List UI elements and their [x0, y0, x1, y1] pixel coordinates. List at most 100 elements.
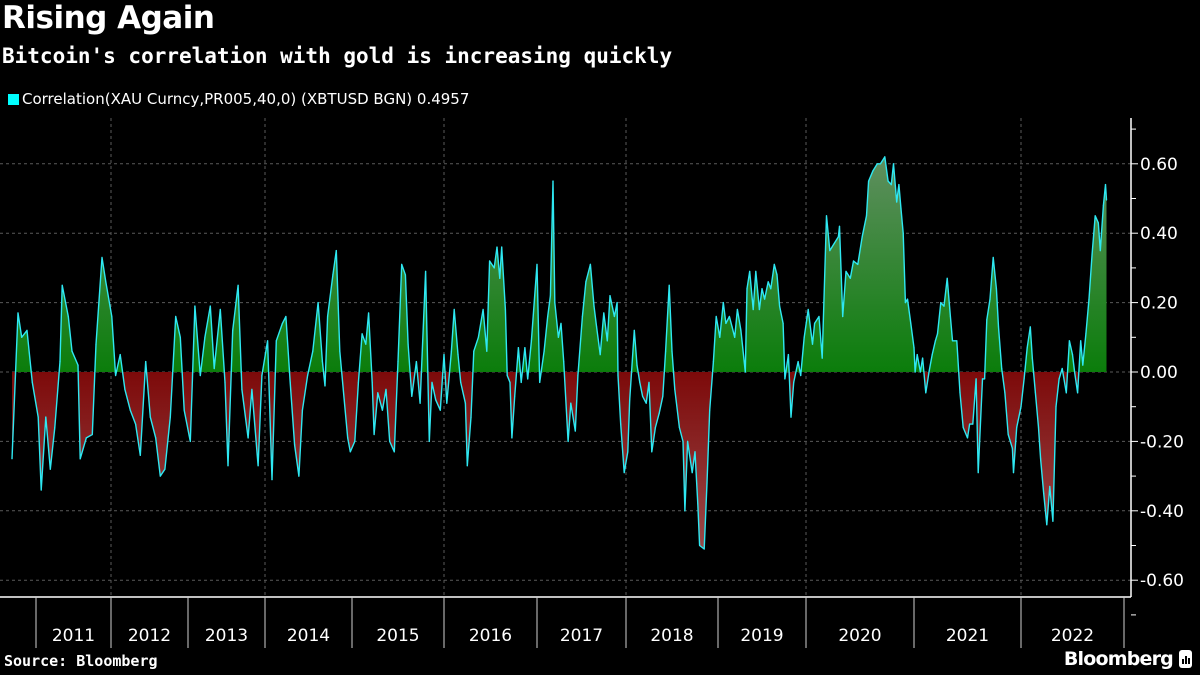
data-point	[324, 385, 326, 387]
data-point	[803, 336, 805, 338]
data-point	[857, 263, 859, 265]
data-point	[11, 458, 13, 460]
data-point	[838, 225, 841, 227]
data-point	[145, 361, 147, 363]
data-point	[219, 308, 221, 311]
data-point	[749, 270, 751, 272]
data-point	[620, 423, 622, 425]
data-point	[520, 381, 522, 383]
data-point	[517, 347, 520, 349]
data-point	[501, 246, 503, 248]
y-tick-label: -0.40	[1140, 502, 1184, 522]
data-point	[800, 374, 802, 377]
data-point	[617, 374, 619, 377]
data-point	[793, 381, 795, 383]
data-point	[906, 298, 909, 300]
data-point	[404, 274, 406, 276]
data-point	[668, 284, 670, 286]
data-point	[651, 451, 653, 453]
data-point	[159, 475, 161, 477]
data-point	[77, 364, 79, 366]
data-point	[719, 336, 721, 338]
x-tick-label: 2012	[128, 626, 171, 646]
data-point	[1012, 472, 1015, 474]
data-point	[648, 381, 650, 383]
data-point	[949, 315, 952, 318]
data-point	[807, 308, 809, 311]
data-point	[1031, 357, 1033, 359]
data-point	[357, 381, 359, 383]
data-point	[506, 374, 508, 377]
data-point	[627, 451, 629, 453]
data-point	[684, 510, 686, 512]
data-point	[332, 274, 334, 276]
data-point	[470, 416, 472, 418]
data-point	[678, 426, 681, 429]
data-point	[251, 388, 253, 390]
data-point	[642, 395, 644, 397]
data-point	[401, 263, 403, 265]
legend-swatch	[8, 93, 19, 105]
data-point	[335, 250, 337, 252]
data-point	[1023, 378, 1025, 380]
data-point	[916, 354, 918, 356]
data-point	[1058, 378, 1060, 380]
data-point	[645, 402, 647, 404]
data-point	[1094, 215, 1096, 217]
data-point	[439, 409, 441, 411]
data-point	[1037, 426, 1040, 429]
data-point	[829, 250, 831, 252]
data-point	[343, 399, 345, 401]
data-point	[59, 361, 61, 363]
data-point	[385, 388, 387, 390]
data-point	[354, 440, 356, 442]
data-point	[204, 336, 206, 338]
data-point	[966, 437, 969, 439]
data-point	[135, 423, 137, 425]
data-point	[26, 329, 28, 331]
data-point	[321, 361, 323, 363]
data-point	[101, 256, 103, 259]
data-point	[922, 357, 924, 359]
data-point	[581, 315, 584, 318]
data-point	[381, 409, 383, 411]
data-point	[347, 437, 349, 439]
data-point	[603, 312, 605, 314]
data-point	[740, 329, 742, 331]
data-point	[371, 381, 373, 383]
data-point	[902, 232, 904, 234]
data-point	[1104, 184, 1107, 186]
data-point	[989, 298, 991, 300]
data-point	[797, 361, 799, 363]
data-point	[703, 548, 705, 550]
data-point	[563, 361, 565, 363]
data-point	[1088, 298, 1090, 300]
data-point	[884, 156, 886, 158]
data-point	[365, 343, 367, 345]
data-point	[267, 340, 269, 342]
data-point	[849, 277, 851, 279]
data-point	[1029, 326, 1031, 328]
data-point	[728, 315, 731, 318]
data-point	[682, 440, 684, 442]
data-point	[460, 381, 462, 383]
data-point	[574, 430, 576, 432]
data-point	[665, 350, 667, 352]
data-point	[865, 215, 868, 217]
data-point	[489, 260, 491, 262]
data-point	[237, 284, 239, 286]
data-point	[658, 413, 660, 415]
data-point	[773, 263, 775, 265]
data-point	[674, 388, 676, 390]
data-point	[943, 305, 945, 307]
data-point	[715, 315, 717, 318]
x-tick-label: 2022	[1051, 626, 1094, 646]
data-point	[557, 336, 560, 338]
data-point	[247, 437, 249, 439]
data-point	[984, 378, 986, 380]
data-point	[1065, 392, 1067, 394]
data-point	[294, 444, 296, 446]
x-tick-label: 2018	[650, 626, 693, 646]
data-point	[373, 433, 375, 436]
data-point	[623, 472, 625, 474]
